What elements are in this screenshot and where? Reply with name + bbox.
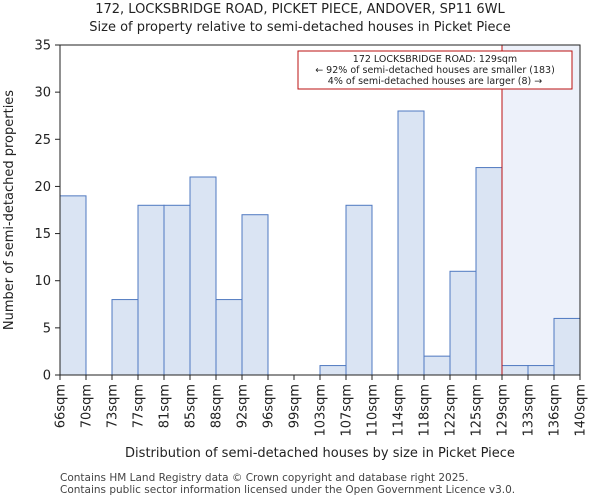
y-tick-label: 15 [34,227,51,242]
x-tick-label: 110sqm [366,384,381,437]
annotation-rect [297,50,573,90]
y-tick-label: 5 [43,321,51,336]
bar-107sqm [345,204,373,376]
y-tick-label: 35 [34,39,51,54]
footer-line-2: Contains public sector information licen… [60,484,516,496]
y-tick-label: 25 [34,133,51,148]
annotation-line-3: 4% of semi-detached houses are larger (8… [328,76,542,87]
bar-92sqm [241,214,269,376]
bar-122sqm [449,270,477,376]
annotation-line-2: ← 92% of semi-detached houses are smalle… [315,65,555,76]
x-tick-label: 73sqm [106,384,121,428]
chart-subtitle: Size of property relative to semi-detach… [89,20,511,35]
x-tick-label: 92sqm [236,384,251,428]
x-tick-label: 140sqm [574,384,589,437]
bar-66sqm [59,195,87,376]
x-tick-label: 77sqm [132,384,147,428]
y-axis-label: Number of semi-detached properties [2,90,17,330]
x-tick-label: 133sqm [522,384,537,437]
bar-88sqm [215,299,243,376]
x-axis-ticks: 66sqm 70sqm 73sqm 77sqm 81sqm 85sqm 88sqm 92sqm… [54,375,589,437]
bar-136sqm [553,317,581,376]
bar-81sqm [163,204,191,376]
bar-125sqm [475,167,503,376]
x-tick-label: 114sqm [392,384,407,437]
x-tick-label: 125sqm [470,384,485,437]
annotation-line-1: 172 LOCKSBRIDGE ROAD: 129sqm [353,54,517,65]
bar-114sqm [397,110,425,376]
x-tick-label: 99sqm [288,384,303,428]
chart-title: 172, LOCKSBRIDGE ROAD, PICKET PIECE, AND… [95,2,505,17]
bar-133sqm [527,365,555,376]
x-tick-label: 118sqm [418,384,433,437]
bar-77sqm [137,204,165,376]
x-tick-label: 88sqm [210,384,225,428]
bar-85sqm [189,176,217,376]
bar-118sqm [423,355,451,376]
bars-group [59,110,581,376]
footer-line-1: Contains HM Land Registry data © Crown c… [60,472,469,484]
x-tick-label: 85sqm [184,384,199,428]
y-tick-label: 30 [34,86,51,101]
x-tick-label: 122sqm [444,384,459,437]
x-tick-label: 96sqm [262,384,277,428]
x-tick-label: 81sqm [158,384,173,428]
x-tick-label: 66sqm [54,384,69,428]
annotation-box: 172 LOCKSBRIDGE ROAD: 129sqm ← 92% of se… [297,50,573,90]
y-tick-label: 10 [34,274,51,289]
x-tick-label: 107sqm [340,384,355,437]
x-tick-label: 136sqm [548,384,563,437]
x-axis-label: Distribution of semi-detached houses by … [125,446,515,461]
x-tick-label: 129sqm [496,384,511,437]
y-axis-ticks: 0 5 10 15 20 25 30 35 [34,39,60,384]
x-tick-label: 70sqm [80,384,95,428]
x-tick-label: 103sqm [314,384,329,437]
bar-129sqm [501,365,529,376]
bar-73sqm [111,299,139,376]
y-tick-label: 20 [34,180,51,195]
bar-103sqm [319,365,347,376]
y-tick-label: 0 [43,369,51,384]
